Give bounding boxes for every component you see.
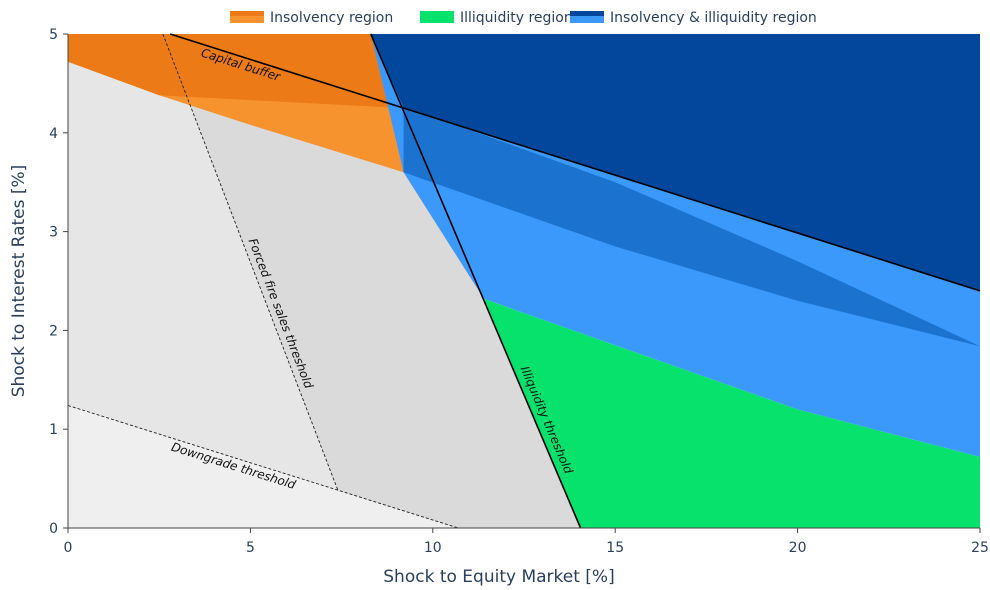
y-tick-label: 3 <box>49 225 58 241</box>
legend-label: Illiquidity region <box>460 10 573 26</box>
insolvency-illiquidity-band <box>403 106 981 347</box>
legend-label: Insolvency & illiquidity region <box>610 10 817 26</box>
x-tick-label: 10 <box>424 540 442 556</box>
y-axis-title: Shock to Interest Rates [%] <box>9 165 29 398</box>
y-tick-label: 2 <box>49 323 58 339</box>
y-tick-label: 1 <box>49 422 58 438</box>
y-tick-label: 5 <box>49 27 58 43</box>
legend: Insolvency region Illiquidity region Insol… <box>230 10 817 26</box>
between-downgrade-firesale-region <box>68 34 459 528</box>
illiquidity-threshold-line <box>370 33 582 529</box>
legend-item[interactable]: Illiquidity region <box>420 10 573 26</box>
illiquidity-region <box>483 298 980 528</box>
axes: 0 5 10 15 20 25 0 1 2 3 4 5 Shock to Equity Market [… <box>9 27 989 587</box>
threshold-lines <box>67 33 981 529</box>
legend-swatch-dark <box>570 11 604 16</box>
x-axis-title: Shock to Equity Market [%] <box>383 567 614 587</box>
x-tick-label: 0 <box>64 540 73 556</box>
forced-fire-sales-line <box>162 33 339 491</box>
beyond-firesale-region <box>162 34 581 528</box>
legend-label: Insolvency region <box>270 10 393 26</box>
insolvency-illiquidity-beyond-buffer <box>370 34 980 291</box>
y-tick-label: 4 <box>49 126 58 142</box>
downgrade-threshold-line <box>67 405 459 529</box>
x-tick-label: 5 <box>246 540 255 556</box>
legend-item[interactable]: Insolvency & illiquidity region <box>570 10 817 26</box>
legend-swatch-dark <box>420 11 454 16</box>
x-tick-label: 15 <box>606 540 624 556</box>
y-tick-label: 0 <box>49 521 58 537</box>
legend-swatch-dark <box>230 11 264 16</box>
legend-item[interactable]: Insolvency region <box>230 10 393 26</box>
x-tick-label: 25 <box>971 540 989 556</box>
insolvency-region-beyond-buffer <box>68 34 404 109</box>
x-tick-label: 20 <box>789 540 807 556</box>
capital-buffer-line <box>169 33 981 292</box>
